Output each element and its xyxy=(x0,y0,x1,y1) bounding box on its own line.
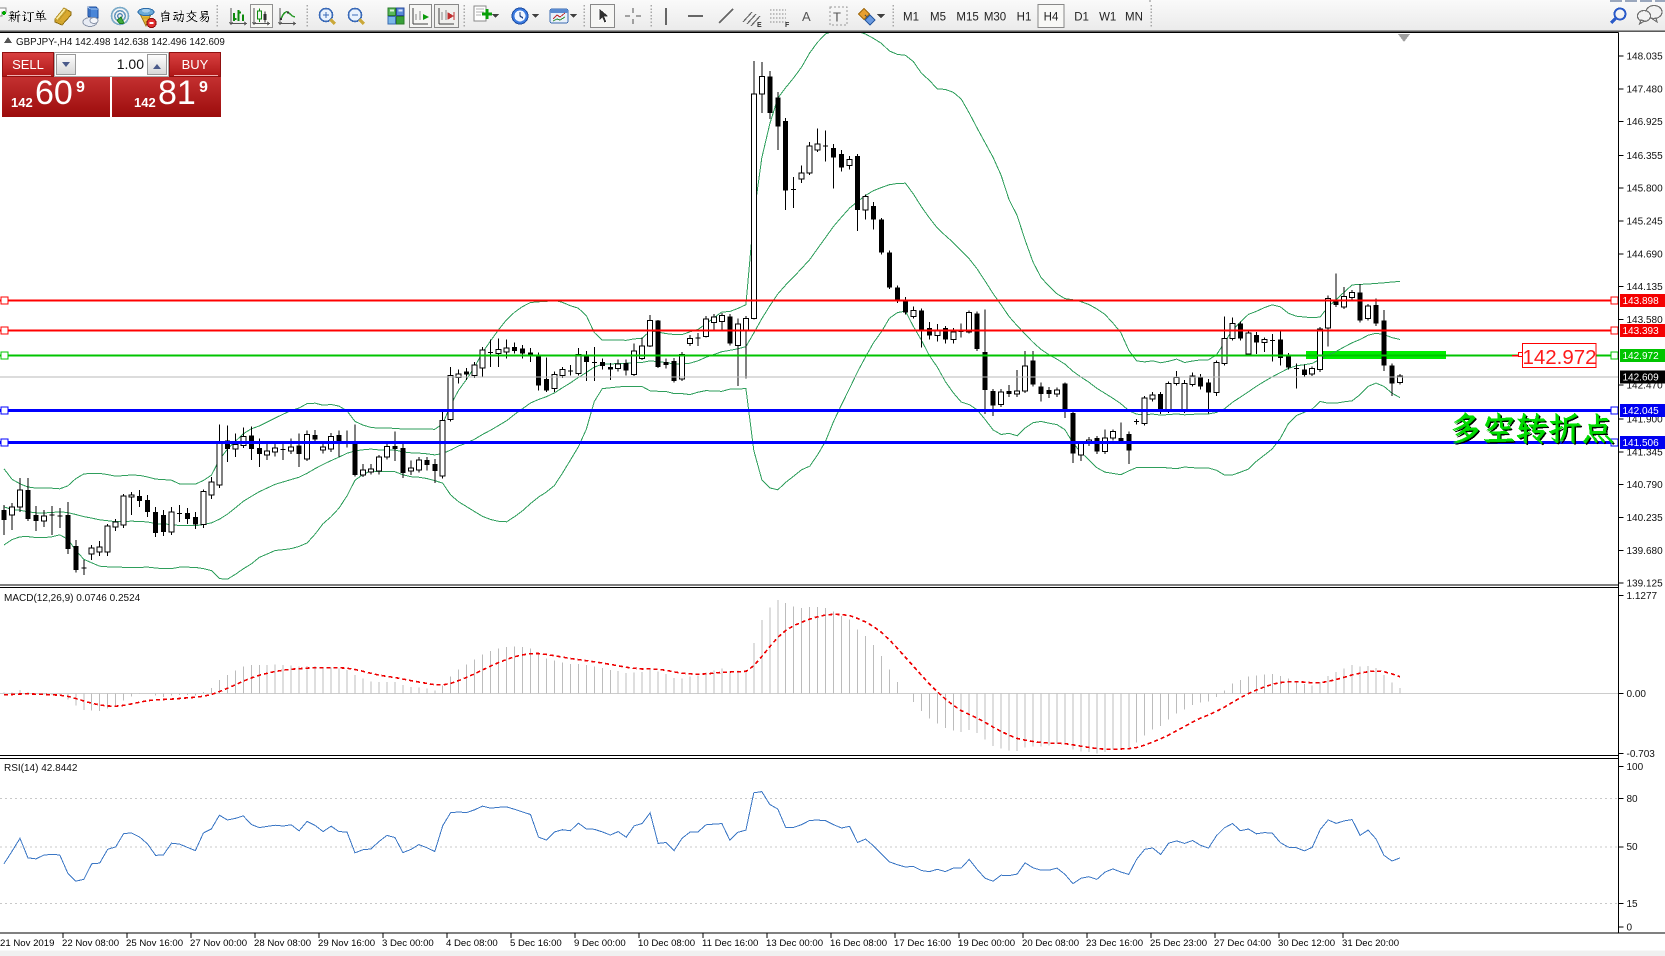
svg-text:H4: H4 xyxy=(1044,12,1059,24)
svg-text:25 Nov 16:00: 25 Nov 16:00 xyxy=(126,938,183,949)
svg-text:1.1277: 1.1277 xyxy=(1627,591,1658,602)
svg-text:MN: MN xyxy=(1125,12,1143,24)
svg-text:25 Dec 23:00: 25 Dec 23:00 xyxy=(1150,938,1207,949)
svg-text:0: 0 xyxy=(1627,923,1633,934)
svg-text:0.00: 0.00 xyxy=(1627,689,1647,700)
svg-text:145.245: 145.245 xyxy=(1627,217,1664,228)
svg-text:E: E xyxy=(757,22,762,29)
svg-text:140.235: 140.235 xyxy=(1627,513,1664,524)
svg-text:15: 15 xyxy=(1627,899,1639,910)
svg-text:F: F xyxy=(785,22,790,29)
svg-text:50: 50 xyxy=(1627,842,1639,853)
svg-text:5 Dec 16:00: 5 Dec 16:00 xyxy=(510,938,562,949)
svg-text:19 Dec 00:00: 19 Dec 00:00 xyxy=(958,938,1015,949)
svg-text:30 Dec 12:00: 30 Dec 12:00 xyxy=(1278,938,1335,949)
svg-text:D1: D1 xyxy=(1074,12,1089,24)
svg-text:29 Nov 16:00: 29 Nov 16:00 xyxy=(318,938,375,949)
svg-text:H1: H1 xyxy=(1017,12,1032,24)
svg-text:RSI(14) 42.8442: RSI(14) 42.8442 xyxy=(4,763,78,774)
svg-text:16 Dec 08:00: 16 Dec 08:00 xyxy=(830,938,887,949)
svg-text:22 Nov 08:00: 22 Nov 08:00 xyxy=(62,938,119,949)
svg-text:A: A xyxy=(802,9,811,24)
svg-text:144.690: 144.690 xyxy=(1627,249,1664,260)
svg-text:141.506: 141.506 xyxy=(1623,438,1660,449)
svg-text:13 Dec 00:00: 13 Dec 00:00 xyxy=(766,938,823,949)
svg-text:80: 80 xyxy=(1627,794,1639,805)
svg-text:T: T xyxy=(833,10,841,25)
svg-text:139.125: 139.125 xyxy=(1627,579,1664,590)
svg-text:-0.703: -0.703 xyxy=(1627,749,1656,760)
svg-text:GBPJPY-,H4 142.498 142.638 14: GBPJPY-,H4 142.498 142.638 142.496 142.6… xyxy=(16,37,225,48)
svg-text:142.609: 142.609 xyxy=(1623,373,1660,384)
svg-text:27 Dec 04:00: 27 Dec 04:00 xyxy=(1214,938,1271,949)
svg-text:146.925: 146.925 xyxy=(1627,117,1664,128)
svg-text:140.790: 140.790 xyxy=(1627,480,1664,491)
svg-text:141.900: 141.900 xyxy=(1627,414,1664,425)
svg-text:143.898: 143.898 xyxy=(1623,296,1660,307)
svg-text:139.680: 139.680 xyxy=(1627,546,1664,557)
svg-text:148.035: 148.035 xyxy=(1627,52,1664,63)
svg-text:142.045: 142.045 xyxy=(1623,406,1660,417)
svg-text:142.972: 142.972 xyxy=(1623,351,1660,362)
svg-text:M1: M1 xyxy=(903,12,919,24)
svg-text:31 Dec 20:00: 31 Dec 20:00 xyxy=(1342,938,1399,949)
svg-text:145.800: 145.800 xyxy=(1627,184,1664,195)
svg-text:143.580: 143.580 xyxy=(1627,315,1664,326)
svg-text:28 Nov 08:00: 28 Nov 08:00 xyxy=(254,938,311,949)
svg-text:142.470: 142.470 xyxy=(1627,381,1664,392)
svg-text:147.480: 147.480 xyxy=(1627,84,1664,95)
svg-text:4 Dec 08:00: 4 Dec 08:00 xyxy=(446,938,498,949)
svg-text:21 Nov 2019: 21 Nov 2019 xyxy=(0,938,54,949)
svg-text:10 Dec 08:00: 10 Dec 08:00 xyxy=(638,938,695,949)
svg-text:146.355: 146.355 xyxy=(1627,151,1664,162)
svg-text:142.972: 142.972 xyxy=(1522,346,1596,369)
svg-text:M30: M30 xyxy=(984,12,1006,24)
svg-text:27 Nov 00:00: 27 Nov 00:00 xyxy=(190,938,247,949)
svg-text:143.393: 143.393 xyxy=(1623,326,1660,337)
svg-text:20 Dec 08:00: 20 Dec 08:00 xyxy=(1022,938,1079,949)
svg-text:144.135: 144.135 xyxy=(1627,282,1664,293)
svg-text:M15: M15 xyxy=(956,12,978,24)
svg-text:MACD(12,26,9) 0.0746 0.2524: MACD(12,26,9) 0.0746 0.2524 xyxy=(4,593,141,604)
svg-text:23 Dec 16:00: 23 Dec 16:00 xyxy=(1086,938,1143,949)
svg-text:9 Dec 00:00: 9 Dec 00:00 xyxy=(574,938,626,949)
svg-text:11 Dec 16:00: 11 Dec 16:00 xyxy=(702,938,758,949)
svg-text:M5: M5 xyxy=(930,12,946,24)
svg-text:141.345: 141.345 xyxy=(1627,447,1664,458)
svg-text:17 Dec 16:00: 17 Dec 16:00 xyxy=(894,938,951,949)
svg-text:100: 100 xyxy=(1627,762,1644,773)
svg-text:3 Dec 00:00: 3 Dec 00:00 xyxy=(382,938,434,949)
svg-text:W1: W1 xyxy=(1099,12,1116,24)
